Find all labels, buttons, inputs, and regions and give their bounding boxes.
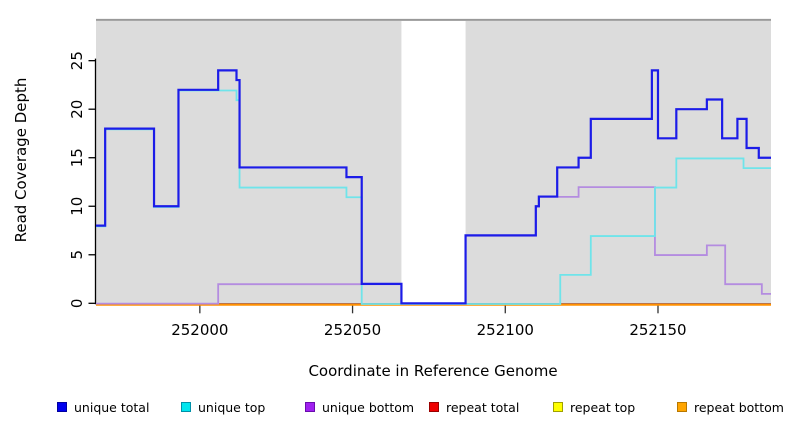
legend-label-repeat-top: repeat top xyxy=(570,399,636,415)
series-line-unique-total xyxy=(96,69,771,305)
legend-swatch-repeat-top xyxy=(553,402,563,412)
y-tick-label: 25 xyxy=(68,51,86,70)
x-tick-label: 252000 xyxy=(171,321,228,339)
y-tick-label: 20 xyxy=(68,100,86,119)
legend-label-unique-total: unique total xyxy=(74,399,150,415)
legend-label-unique-bottom: unique bottom xyxy=(322,399,415,415)
legend-swatch-repeat-total xyxy=(429,402,439,412)
x-tick-label: 252150 xyxy=(629,321,686,339)
left-shaded-region xyxy=(96,21,402,305)
legend-swatch-unique-total xyxy=(57,402,67,412)
legend-item-repeat-bottom: repeat bottom xyxy=(677,400,792,415)
legend-item-repeat-total: repeat total xyxy=(429,400,553,415)
legend-swatch-unique-top xyxy=(181,402,191,412)
legend-label-repeat-total: repeat total xyxy=(446,399,520,415)
legend-item-unique-bottom: unique bottom xyxy=(305,400,429,415)
y-tick-label: 5 xyxy=(68,250,86,260)
legend-label-repeat-bottom: repeat bottom xyxy=(694,399,784,415)
y-tick-label: 10 xyxy=(68,197,86,216)
legend-swatch-unique-bottom xyxy=(305,402,315,412)
legend-label-unique-top: unique top xyxy=(198,399,266,415)
legend-item-repeat-top: repeat top xyxy=(553,400,677,415)
shaded-regions xyxy=(96,21,771,305)
legend-swatch-repeat-bottom xyxy=(677,402,687,412)
x-tick-label: 252050 xyxy=(324,321,381,339)
tick-labels: 0 5 10 15 20 25 252000 252050 252100 252150 xyxy=(68,51,686,339)
legend-item-unique-top: unique top xyxy=(181,400,305,415)
x-axis-title: Coordinate in Reference Genome xyxy=(308,362,557,380)
right-shaded-region xyxy=(465,21,771,305)
x-tick-label: 252100 xyxy=(477,321,534,339)
y-axis-title: Read Coverage Depth xyxy=(12,78,30,243)
coverage-plot: 0 5 10 15 20 25 252000 252050 252100 252150 Coord… xyxy=(12,18,771,380)
y-tick-label: 15 xyxy=(68,148,86,167)
coverage-series-lines xyxy=(96,69,771,306)
y-tick-label: 0 xyxy=(68,299,86,309)
legend-item-unique-total: unique total xyxy=(57,400,181,415)
legend: unique total unique top unique bottom repea… xyxy=(57,397,792,417)
